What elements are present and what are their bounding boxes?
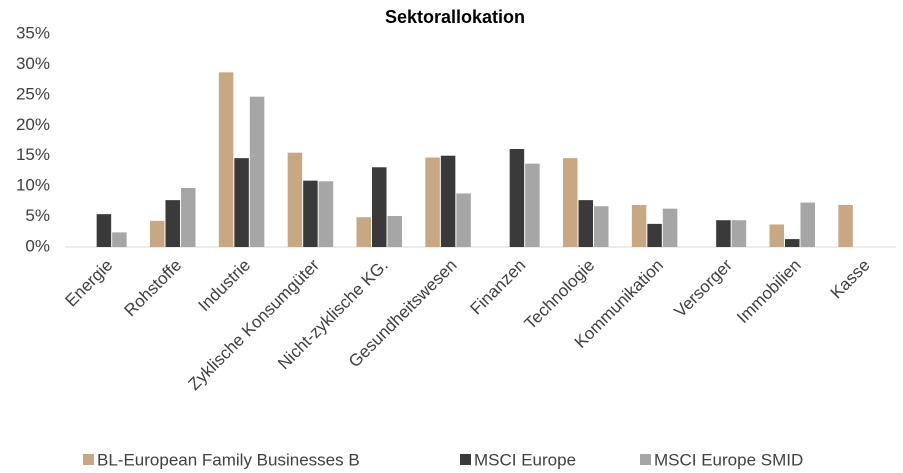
y-tick-label: 35% xyxy=(16,23,50,42)
bar xyxy=(769,224,784,247)
x-tick-label: Zyklische Konsumgüter xyxy=(185,255,324,394)
bar xyxy=(440,155,456,247)
y-tick-label: 5% xyxy=(25,206,50,225)
bar xyxy=(96,214,112,247)
bar xyxy=(387,215,402,247)
bar xyxy=(594,206,609,247)
y-tick-label: 25% xyxy=(16,84,50,103)
bar xyxy=(234,158,249,247)
bar xyxy=(716,220,731,247)
bar xyxy=(318,181,334,247)
bar xyxy=(112,232,127,247)
x-tick-label: Rohstoffe xyxy=(121,256,186,321)
bar xyxy=(563,158,578,247)
legend-swatch xyxy=(83,454,94,465)
bar xyxy=(372,167,387,247)
chart-title: Sektorallokation xyxy=(385,7,525,27)
y-tick-label: 20% xyxy=(16,115,50,134)
bar xyxy=(800,202,815,247)
x-tick-label: Versorger xyxy=(670,255,736,321)
bar xyxy=(456,193,471,247)
bar xyxy=(287,152,303,247)
bar xyxy=(662,208,678,247)
bar xyxy=(631,205,647,247)
bar xyxy=(218,72,234,247)
bar xyxy=(578,200,593,247)
bar xyxy=(165,200,180,247)
y-tick-label: 0% xyxy=(25,236,50,255)
legend-swatch xyxy=(640,454,651,465)
bar xyxy=(838,205,853,247)
legend-label: MSCI Europe SMID xyxy=(654,450,803,469)
legend-label: MSCI Europe xyxy=(474,450,576,469)
x-tick-label: Energie xyxy=(62,256,117,311)
bar xyxy=(525,163,540,247)
y-tick-label: 10% xyxy=(16,176,50,195)
bar xyxy=(249,96,265,247)
x-tick-label: Industrie xyxy=(195,256,255,316)
x-tick-label: Finanzen xyxy=(467,256,530,319)
bar xyxy=(509,149,525,247)
bar xyxy=(785,239,800,247)
legend-swatch xyxy=(460,454,471,465)
bar xyxy=(731,220,747,247)
y-tick-label: 15% xyxy=(16,145,50,164)
bar xyxy=(647,223,662,247)
bar xyxy=(150,220,165,247)
x-tick-label: Immobilien xyxy=(733,256,805,328)
bar xyxy=(303,180,318,247)
bar xyxy=(356,217,371,247)
y-tick-label: 30% xyxy=(16,54,50,73)
bar xyxy=(425,157,440,247)
x-tick-label: Kasse xyxy=(827,256,874,303)
legend-label: BL-European Family Businesses B xyxy=(97,450,360,469)
bar xyxy=(181,187,196,247)
